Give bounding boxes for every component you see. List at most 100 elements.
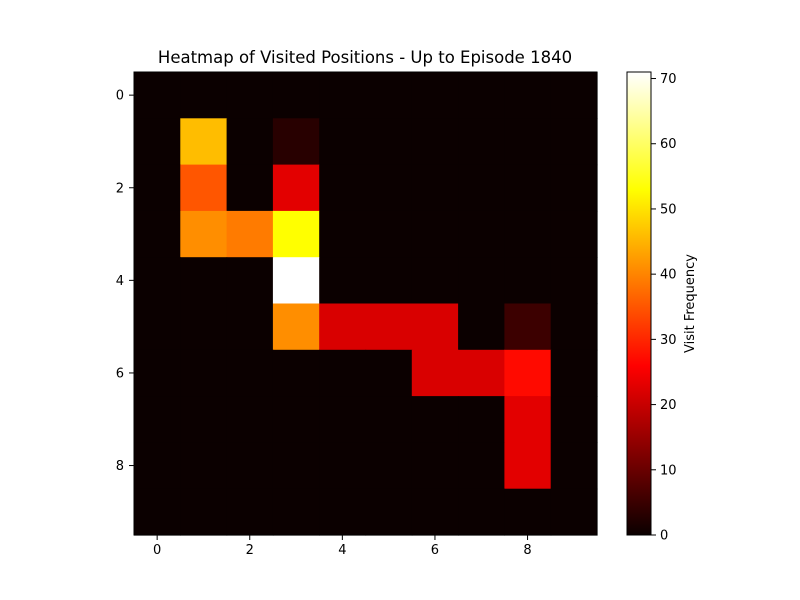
heatmap-cell-r0-c7	[458, 72, 505, 119]
heatmap-cell-r2-c8	[504, 164, 552, 212]
heatmap-cell-r6-c0	[134, 349, 181, 397]
heatmap-cell-r0-c4	[319, 72, 367, 119]
heatmap-cell-r2-c1	[180, 164, 228, 212]
plot-frame	[133, 71, 598, 536]
heatmap-cell-r1-c4	[319, 118, 367, 166]
heatmap-cell-r1-c8	[504, 118, 552, 166]
heatmap-cell-r4-c0	[134, 257, 181, 305]
heatmap-cell-r3-c9	[550, 210, 598, 258]
heatmap-cell-r6-c1	[180, 349, 228, 397]
heatmap-cell-r0-c9	[550, 72, 598, 119]
colorbar-tick-label: 60	[660, 137, 677, 152]
heatmap-cell-r7-c0	[134, 396, 181, 443]
heatmap-cells	[134, 72, 598, 536]
heatmap-cell-r3-c2	[226, 210, 274, 258]
heatmap-cell-r3-c8	[504, 210, 552, 258]
heatmap-cell-r8-c2	[226, 442, 274, 490]
heatmap-cell-r3-c3	[272, 210, 320, 258]
heatmap-cell-r4-c3	[272, 257, 320, 305]
heatmap-cell-r4-c9	[550, 257, 598, 305]
heatmap-cell-r6-c5	[365, 349, 413, 397]
heatmap-cell-r8-c7	[458, 442, 505, 490]
heatmap-cell-r7-c7	[458, 396, 505, 443]
x-tick-label: 6	[431, 543, 439, 558]
heatmap-cell-r8-c1	[180, 442, 228, 490]
x-tick-label: 8	[523, 543, 531, 558]
heatmap-cell-r4-c4	[319, 257, 367, 305]
heatmap-cell-r3-c1	[180, 210, 228, 258]
heatmap-cell-r3-c5	[365, 210, 413, 258]
heatmap-cell-r9-c7	[458, 488, 505, 536]
heatmap-cell-r9-c3	[272, 488, 320, 536]
heatmap-cell-r0-c3	[272, 72, 320, 119]
heatmap-cell-r8-c9	[550, 442, 598, 490]
heatmap-cell-r7-c8	[504, 396, 552, 443]
heatmap-cell-r7-c2	[226, 396, 274, 443]
heatmap-cell-r0-c0	[134, 72, 181, 119]
heatmap-cell-r8-c5	[365, 442, 413, 490]
heatmap-cell-r7-c5	[365, 396, 413, 443]
heatmap-cell-r5-c5	[365, 303, 413, 351]
heatmap-cell-r9-c1	[180, 488, 228, 536]
y-tick-label: 8	[116, 459, 124, 474]
heatmap-cell-r9-c5	[365, 488, 413, 536]
heatmap-cell-r2-c4	[319, 164, 367, 212]
heatmap-cell-r5-c1	[180, 303, 228, 351]
y-axis: 0 2 4 6 8	[116, 89, 134, 474]
heatmap-cell-r6-c7	[458, 349, 505, 397]
heatmap-cell-r1-c3	[272, 118, 320, 166]
heatmap-cell-r2-c0	[134, 164, 181, 212]
heatmap-cell-r5-c3	[272, 303, 320, 351]
heatmap-cell-r0-c2	[226, 72, 274, 119]
heatmap-cell-r5-c0	[134, 303, 181, 351]
heatmap-cell-r7-c9	[550, 396, 598, 443]
colorbar-tick-label: 50	[660, 202, 677, 217]
heatmap-cell-r8-c0	[134, 442, 181, 490]
heatmap-cell-r9-c9	[550, 488, 598, 536]
colorbar	[626, 71, 652, 536]
heatmap-cell-r1-c1	[180, 118, 228, 166]
heatmap-cell-r2-c2	[226, 164, 274, 212]
heatmap-cell-r1-c6	[411, 118, 459, 166]
heatmap-cell-r9-c8	[504, 488, 552, 536]
heatmap-cell-r6-c3	[272, 349, 320, 397]
y-tick-label: 0	[116, 89, 124, 104]
heatmap-cell-r9-c2	[226, 488, 274, 536]
heatmap-cell-r0-c8	[504, 72, 552, 119]
heatmap-cell-r7-c4	[319, 396, 367, 443]
colorbar-tick-label: 30	[660, 333, 677, 348]
heatmap-cell-r4-c2	[226, 257, 274, 305]
heatmap-cell-r1-c5	[365, 118, 413, 166]
heatmap-cell-r6-c2	[226, 349, 274, 397]
x-tick-label: 0	[153, 543, 161, 558]
heatmap-cell-r5-c4	[319, 303, 367, 351]
heatmap-cell-r1-c0	[134, 118, 181, 166]
heatmap-cell-r6-c6	[411, 349, 459, 397]
heatmap-cell-r5-c6	[411, 303, 459, 351]
heatmap-cell-r0-c6	[411, 72, 459, 119]
heatmap-cell-r7-c3	[272, 396, 320, 443]
heatmap-cell-r4-c6	[411, 257, 459, 305]
heatmap-cell-r0-c1	[180, 72, 228, 119]
heatmap-cell-r2-c9	[550, 164, 598, 212]
heatmap-cell-r5-c8	[504, 303, 552, 351]
heatmap-cell-r9-c6	[411, 488, 459, 536]
heatmap-cell-r2-c7	[458, 164, 505, 212]
heatmap-cell-r5-c9	[550, 303, 598, 351]
heatmap-cell-r0-c5	[365, 72, 413, 119]
y-tick-label: 4	[116, 274, 124, 289]
heatmap-cell-r3-c7	[458, 210, 505, 258]
y-tick-label: 2	[116, 181, 124, 196]
chart-title: Heatmap of Visited Positions - Up to Epi…	[158, 48, 572, 67]
heatmap-cell-r8-c3	[272, 442, 320, 490]
heatmap-cell-r3-c4	[319, 210, 367, 258]
colorbar-tick-label: 0	[660, 529, 668, 544]
y-tick-label: 6	[116, 366, 124, 381]
heatmap-cell-r2-c6	[411, 164, 459, 212]
heatmap-cell-r3-c0	[134, 210, 181, 258]
heatmap-cell-r5-c2	[226, 303, 274, 351]
heatmap-cell-r1-c2	[226, 118, 274, 166]
colorbar-tick-label: 40	[660, 268, 677, 283]
x-tick-label: 2	[246, 543, 254, 558]
